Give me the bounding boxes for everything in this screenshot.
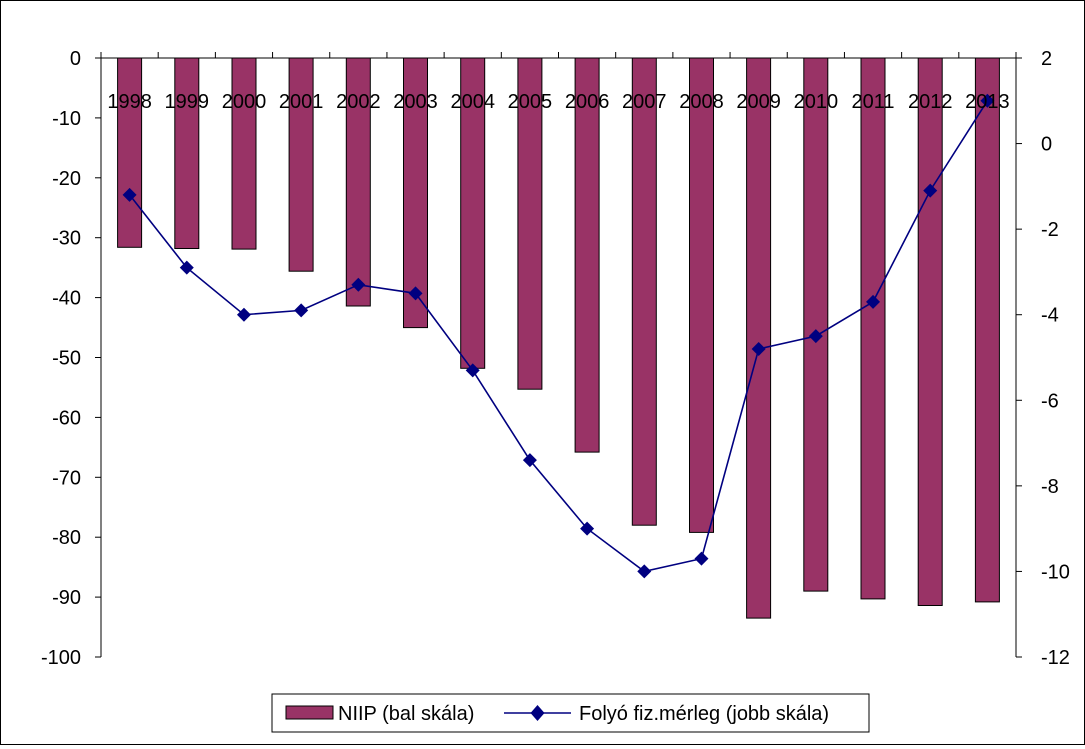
- category-label-2008: 2008: [679, 91, 724, 113]
- right-tick-label: -10: [1041, 561, 1070, 583]
- point-2003: [408, 286, 423, 301]
- right-tick-label: 2: [1041, 48, 1052, 70]
- point-1999: [179, 260, 194, 275]
- point-2008: [694, 551, 709, 566]
- axes-layer: [95, 52, 1022, 658]
- bar-2003: [403, 57, 428, 329]
- left-tick-label: -50: [52, 348, 81, 370]
- category-label-1999: 1999: [165, 91, 210, 113]
- category-label-2012: 2012: [908, 91, 953, 113]
- bar-2013: [974, 57, 1000, 603]
- category-label-2000: 2000: [222, 91, 267, 113]
- bar-1999: [174, 57, 200, 249]
- point-2007: [637, 564, 652, 579]
- bar-2010: [803, 57, 829, 592]
- left-tick-label: -20: [52, 168, 81, 190]
- category-label-2004: 2004: [450, 91, 495, 113]
- legend-bar-swatch: [285, 705, 334, 720]
- point-2009: [751, 341, 766, 356]
- right-tick-label: -12: [1041, 647, 1070, 669]
- left-tick-label: -70: [52, 467, 81, 489]
- bar-2008: [689, 57, 714, 533]
- labels-layer: 0 -10 -20 -30 -40 -50 -60 -70 -80 -90 -100 2 0 -2 -4 -6…: [41, 48, 1070, 669]
- left-tick-label: -90: [52, 587, 81, 609]
- legend-diamond-marker: [530, 705, 545, 721]
- right-tick-label: -6: [1041, 390, 1059, 412]
- point-2005: [522, 453, 537, 468]
- category-label-2011: 2011: [852, 91, 895, 113]
- point-2006: [580, 521, 595, 536]
- bar-2005: [517, 57, 543, 390]
- category-label-1998: 1998: [107, 91, 152, 113]
- category-label-2013: 2013: [965, 91, 1010, 113]
- point-2000: [236, 307, 251, 322]
- right-tick-label: 0: [1041, 134, 1052, 156]
- left-tick-label: -30: [52, 228, 81, 250]
- legend-label-niip: NIIP (bal skála): [338, 703, 474, 725]
- category-label-2003: 2003: [393, 91, 438, 113]
- point-2001: [294, 303, 309, 318]
- category-label-2010: 2010: [794, 91, 839, 113]
- bar-2009: [746, 57, 772, 619]
- left-tick-label: -40: [52, 288, 81, 310]
- line-layer: [122, 93, 995, 579]
- category-label-2006: 2006: [565, 91, 610, 113]
- point-1998: [122, 187, 137, 202]
- left-tick-label: 0: [70, 48, 81, 70]
- bar-2002: [345, 57, 371, 307]
- bar-1998: [117, 57, 143, 248]
- current-account-line: [128, 100, 989, 573]
- bar-2006: [574, 57, 600, 453]
- left-tick-label: -10: [52, 108, 81, 130]
- left-tick-label: -100: [41, 647, 81, 669]
- bar-2001: [288, 57, 314, 272]
- point-2012: [923, 183, 938, 198]
- right-tick-label: -2: [1041, 219, 1059, 241]
- legend: NIIP (bal skála) Folyó fiz.mérleg (jobb …: [271, 693, 870, 733]
- point-2011: [866, 294, 881, 309]
- point-2010: [808, 329, 823, 344]
- bar-2012: [917, 57, 943, 606]
- right-tick-label: -8: [1041, 476, 1059, 498]
- category-label-2002: 2002: [336, 91, 381, 113]
- right-tick-label: -4: [1041, 305, 1059, 327]
- point-2013: [980, 93, 995, 108]
- bar-2007: [631, 57, 657, 526]
- category-label-2001: 2001: [279, 91, 324, 113]
- category-label-2007: 2007: [622, 91, 667, 113]
- bar-2000: [231, 57, 257, 250]
- bars-layer: [117, 57, 1000, 619]
- category-label-2009: 2009: [736, 91, 781, 113]
- point-2004: [465, 363, 480, 378]
- bar-2011: [860, 57, 886, 600]
- legend-label-folyo: Folyó fiz.mérleg (jobb skála): [579, 703, 829, 725]
- left-tick-label: -60: [52, 407, 81, 429]
- point-2002: [351, 277, 366, 292]
- category-label-2005: 2005: [508, 91, 553, 113]
- left-tick-label: -80: [52, 527, 81, 549]
